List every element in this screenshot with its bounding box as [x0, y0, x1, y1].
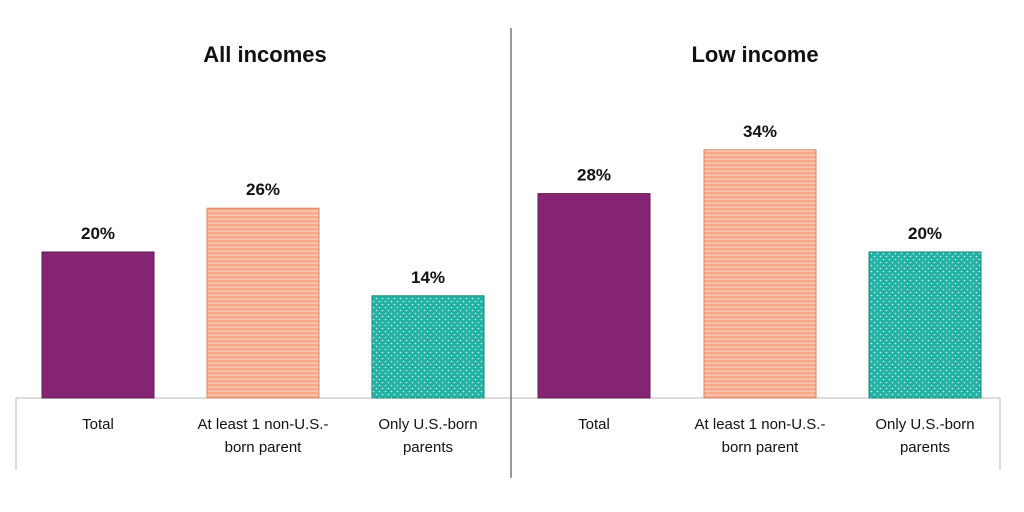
- bar-value-label: 20%: [908, 224, 942, 243]
- category-tick-label: born parent: [722, 439, 800, 456]
- category-tick-label: At least 1 non-U.S.-: [198, 416, 329, 433]
- category-tick-label: Only U.S.-born: [875, 416, 974, 433]
- category-tick-label: parents: [403, 439, 453, 456]
- bar: [537, 193, 651, 399]
- category-tick-label: At least 1 non-U.S.-: [695, 416, 826, 433]
- category-tick-label: Only U.S.-born: [378, 416, 477, 433]
- bar: [371, 295, 485, 399]
- bar: [206, 207, 320, 399]
- bar: [703, 149, 817, 399]
- panel-low-income: Low income 28% Total 34% At least 1 non-U.S.…: [537, 42, 982, 456]
- panel-title: Low income: [691, 42, 818, 67]
- bar-value-label: 14%: [411, 268, 445, 287]
- bar-value-label: 26%: [246, 180, 280, 199]
- category-tick-label: Total: [82, 416, 114, 433]
- bar: [41, 251, 155, 399]
- category-tick-label: Total: [578, 416, 610, 433]
- panel-title: All incomes: [203, 42, 326, 67]
- panel-all-incomes: All incomes 20% Total 26% At least 1 non-U.S…: [41, 42, 485, 456]
- category-tick-label: born parent: [225, 439, 303, 456]
- bar-value-label: 28%: [577, 166, 611, 185]
- bar-value-label: 34%: [743, 122, 777, 141]
- bar: [868, 251, 982, 399]
- bar-value-label: 20%: [81, 224, 115, 243]
- category-tick-label: parents: [900, 439, 950, 456]
